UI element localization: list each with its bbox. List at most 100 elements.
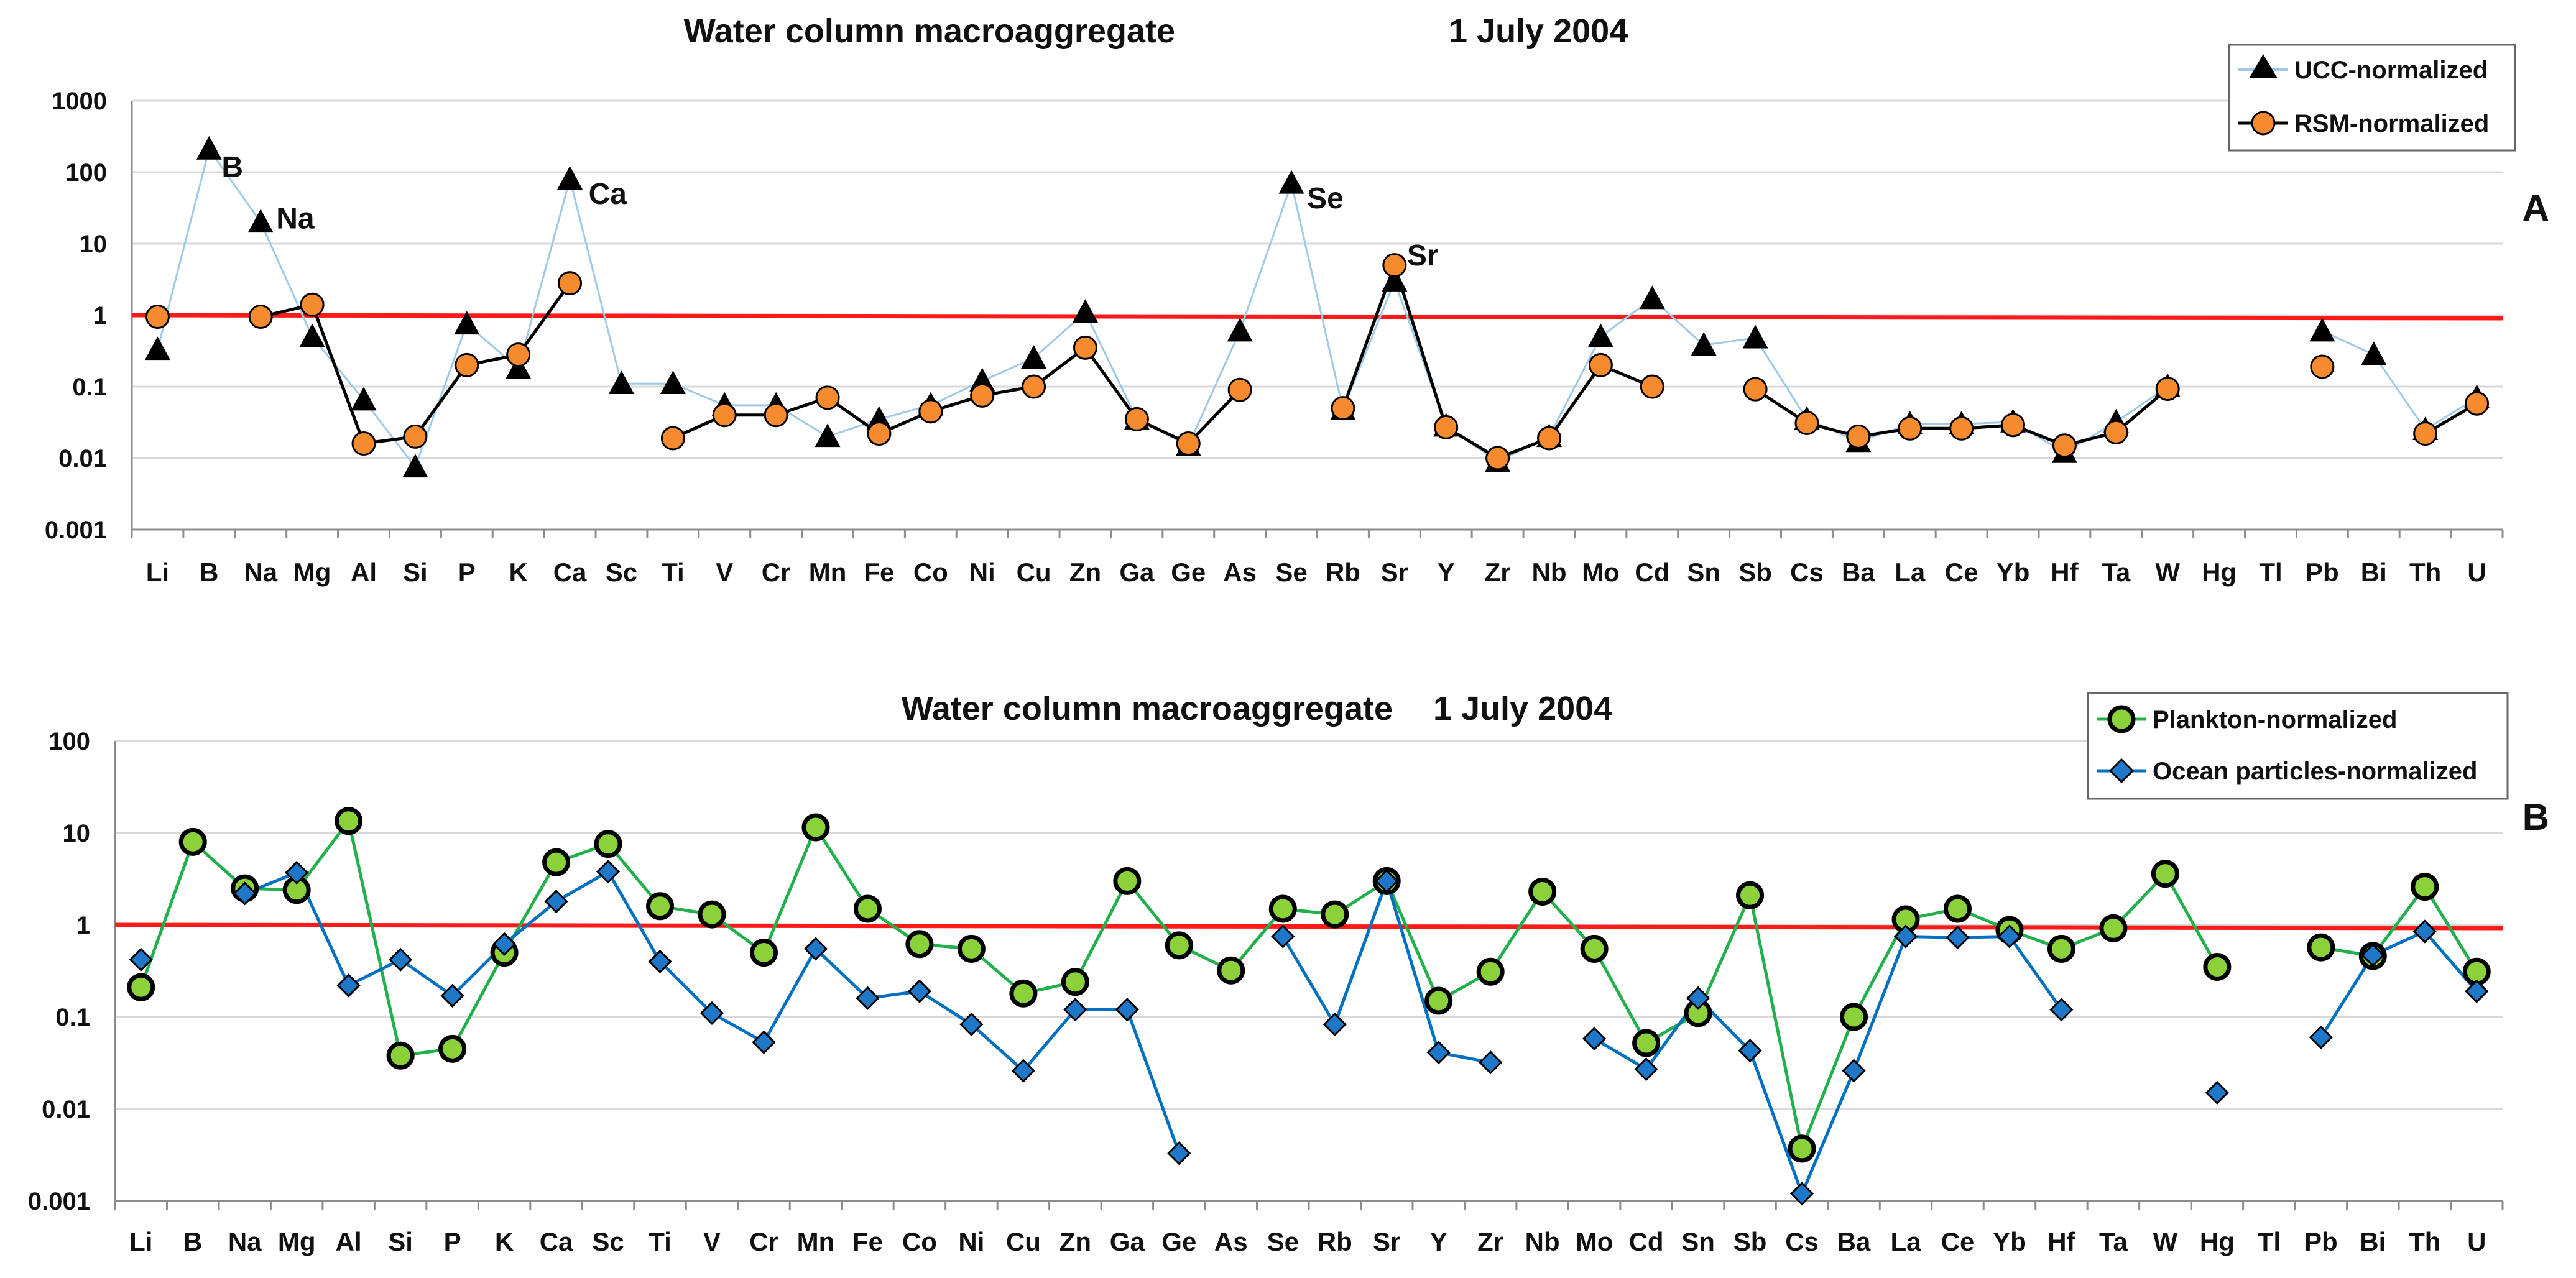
data-point-th (2413, 421, 2438, 446)
series-line-1 (672, 346, 1241, 446)
data-point-mg (285, 860, 309, 885)
data-point-as (1217, 956, 1245, 985)
y-tick-label: 1 (93, 302, 107, 329)
data-point-se (1271, 924, 1295, 949)
data-point-v (699, 1001, 724, 1025)
data-point-y (1434, 415, 1459, 439)
x-tick-label-sc: Sc (606, 558, 637, 587)
x-tick-label-ba: Ba (1837, 1227, 1871, 1256)
data-point-la (1893, 924, 1918, 949)
data-point-cd (1634, 1057, 1658, 1082)
x-tick-label-ga: Ga (1119, 558, 1155, 587)
x-tick-label-hf: Hf (2051, 558, 2079, 587)
x-tick-label-cd: Cd (1629, 1227, 1664, 1256)
data-point-mn (803, 937, 828, 961)
x-tick-label-p: P (458, 558, 476, 587)
data-point-la (1898, 416, 1923, 441)
x-tick-label-cs: Cs (1785, 1227, 1819, 1256)
x-tick-label-yb: Yb (1997, 558, 2030, 587)
x-tick-label-si: Si (403, 558, 428, 587)
data-point-sb (1736, 881, 1765, 909)
data-point-yb (2001, 413, 2026, 438)
data-point-sc (594, 830, 622, 858)
data-point-hf (2049, 998, 2074, 1022)
y-tick-label: 1 (76, 912, 90, 939)
data-point-ni (959, 1012, 984, 1037)
x-tick-label-zr: Zr (1485, 558, 1511, 587)
x-tick-label-si: Si (388, 1227, 413, 1256)
data-point-k (506, 342, 531, 367)
panel-a-label: A (2523, 187, 2549, 229)
data-point-as (1227, 318, 1253, 342)
data-point-mn (815, 423, 841, 448)
panel-b-title: Water column macroaggregate (902, 690, 1393, 727)
data-point-co (918, 399, 943, 424)
data-point-w (2155, 377, 2180, 402)
x-tick-label-sr: Sr (1373, 1227, 1400, 1256)
data-point-li (129, 947, 153, 972)
data-point-al (336, 973, 361, 998)
x-tick-label-se: Se (1275, 558, 1307, 587)
data-point-si (386, 1041, 415, 1070)
x-tick-label-ca: Ca (540, 1227, 573, 1256)
data-point-sr (1382, 253, 1407, 278)
data-point-mo (1588, 352, 1613, 377)
data-point-w (2151, 860, 2179, 888)
y-tick-label: 1000 (52, 88, 107, 115)
data-point-yb (1997, 924, 2022, 949)
panel-b-legend-box (2087, 692, 2509, 800)
x-tick-label-mo: Mo (1582, 558, 1620, 587)
x-tick-label-ga: Ga (1110, 1227, 1145, 1256)
data-point-cu (1009, 979, 1038, 1008)
x-tick-label-cr: Cr (749, 1227, 778, 1256)
data-point-fe (867, 421, 892, 446)
data-point-co (907, 979, 932, 1003)
x-tick-label-k: K (495, 1227, 514, 1256)
x-tick-label-cu: Cu (1017, 558, 1051, 587)
x-tick-label-y: Y (1438, 558, 1455, 587)
x-tick-label-ce: Ce (1941, 1227, 1975, 1256)
x-tick-label-tl: Tl (2259, 558, 2282, 587)
x-tick-label-v: V (703, 1227, 721, 1256)
data-point-zr (1479, 1050, 1503, 1075)
data-point-sb (1743, 377, 1768, 402)
data-point-mo (1582, 1026, 1607, 1051)
data-point-cs (1788, 1134, 1816, 1163)
data-point-pb (2309, 318, 2335, 342)
data-point-cd (1632, 1029, 1661, 1057)
x-tick-label-cr: Cr (762, 558, 791, 587)
x-tick-label-cd: Cd (1635, 558, 1669, 587)
data-point-cu (1022, 374, 1046, 399)
data-point-al (351, 387, 377, 411)
data-point-cr (764, 403, 788, 428)
x-tick-label-b: B (200, 558, 218, 587)
data-point-zn (1063, 998, 1087, 1022)
series-line-1 (1281, 879, 1491, 1064)
data-point-b (196, 136, 222, 160)
x-tick-label-pb: Pb (2306, 558, 2339, 587)
x-tick-label-sb: Sb (1733, 1227, 1767, 1256)
annotation-na: Na (276, 202, 315, 235)
y-tick-label: 0.001 (28, 1188, 90, 1215)
data-point-cr (752, 1030, 776, 1054)
x-tick-label-fe: Fe (852, 1227, 883, 1256)
data-point-pb (2309, 1025, 2333, 1049)
data-point-ni (970, 383, 995, 408)
y-tick-label: 0.1 (55, 1004, 90, 1031)
legend-label-rsm: RSM-normalized (2294, 110, 2489, 137)
data-point-p (455, 352, 479, 377)
data-point-sb (1738, 1039, 1762, 1063)
x-tick-label-mo: Mo (1576, 1227, 1613, 1256)
x-tick-label-ti: Ti (662, 558, 685, 587)
x-tick-label-na: Na (228, 1227, 262, 1256)
annotation-b: B (221, 151, 243, 184)
panel-b-legend: Plankton-normalized Ocean particles-norm… (2087, 692, 2509, 800)
x-tick-label-th: Th (2409, 1227, 2440, 1256)
x-tick-label-ba: Ba (1842, 558, 1875, 587)
series-line-1 (1593, 934, 2063, 1195)
data-point-sr (1375, 869, 1399, 893)
data-point-ge (1167, 1141, 1191, 1165)
data-point-ge (1176, 431, 1201, 456)
data-point-th (2412, 919, 2437, 944)
data-point-si (402, 454, 428, 478)
